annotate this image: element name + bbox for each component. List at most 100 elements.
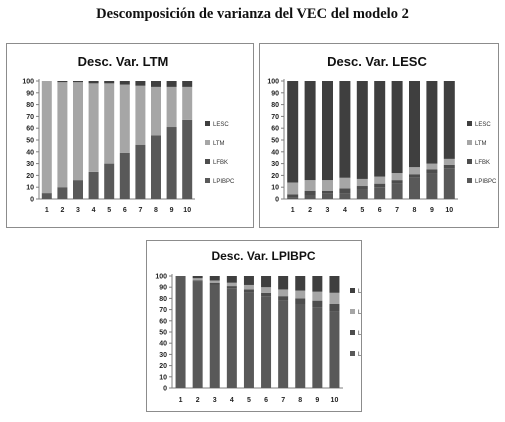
y-tick-label: 30 xyxy=(271,161,279,168)
bar-segment-ltm xyxy=(391,173,403,181)
bar-segment-lfbk xyxy=(391,180,403,184)
y-tick-label: 50 xyxy=(271,138,279,145)
legend-swatch-lfbk xyxy=(350,330,355,335)
chart-title: Desc. Var. LPIBPC xyxy=(211,249,315,263)
x-tick-label: 2 xyxy=(196,397,200,404)
x-tick-label: 4 xyxy=(343,207,347,214)
bar-segment-ltm xyxy=(339,177,351,189)
bar-segment-ltm xyxy=(426,163,438,170)
bar-segment-lfbk xyxy=(226,286,237,289)
y-tick-label: 70 xyxy=(26,114,34,121)
bar-segment-ltm xyxy=(356,178,368,187)
bar-segment-lesc xyxy=(151,81,161,87)
x-tick-label: 5 xyxy=(107,207,111,214)
bar-segment-lfbk xyxy=(356,186,368,190)
y-tick-label: 0 xyxy=(163,386,167,393)
bar-segment-lfbk xyxy=(304,190,316,196)
bar-segment-lpibpc xyxy=(356,189,368,199)
bar-segment-lpibpc xyxy=(166,127,177,199)
y-tick-label: 80 xyxy=(271,102,279,109)
bar-segment-lpibpc xyxy=(443,168,455,199)
bar-segment-lpibpc xyxy=(182,119,193,199)
legend-label-lesc: LESC xyxy=(358,289,361,295)
bar-segment-ltm xyxy=(226,282,237,287)
bar-segment-lesc xyxy=(409,81,420,168)
bar-segment-lpibpc xyxy=(295,304,306,388)
x-tick-label: 6 xyxy=(264,397,268,404)
y-tick-label: 30 xyxy=(26,161,34,168)
y-tick-label: 80 xyxy=(159,296,167,303)
x-tick-label: 1 xyxy=(45,207,49,214)
legend-label-lesc: LESC xyxy=(475,122,491,128)
chart-lesc: Desc. Var. LESC 0 10 20 30 40 50 60 70 80 90 100 1 2 3… xyxy=(267,54,497,214)
chart-lpibpc-frame: Desc. Var. LPIBPC 0 10 20 30 40 50 60 70 80 90 100 1… xyxy=(146,240,362,412)
legend-swatch-ltm xyxy=(467,140,472,145)
x-tick-label: 8 xyxy=(298,397,302,404)
bar-segment-lfbk xyxy=(192,280,203,282)
chart-ltm-frame: Desc. Var. LTM 0 10 20 30 40 50 60 70 80 90 100 1 2 3 4… xyxy=(6,43,254,228)
legend-swatch-lpibpc xyxy=(205,178,210,183)
bar-segment-ltm xyxy=(278,289,289,297)
bar-segment-lpibpc xyxy=(287,197,299,199)
x-tick-label: 7 xyxy=(138,207,142,214)
y-tick-label: 100 xyxy=(267,79,279,86)
bar-segment-ltm xyxy=(88,83,99,172)
y-tick-label: 0 xyxy=(30,197,34,204)
bar-segment-lesc xyxy=(339,81,351,178)
bar-segment-lfbk xyxy=(312,300,323,308)
x-tick-label: 4 xyxy=(230,397,234,404)
bar-segment-lesc xyxy=(295,276,306,291)
x-tick-label: 10 xyxy=(331,397,339,404)
y-tick-label: 10 xyxy=(271,185,279,192)
bar-segment-lpibpc xyxy=(151,135,161,199)
bar-segment-lpibpc xyxy=(278,300,289,388)
bar-segment-ltm xyxy=(135,85,146,145)
bar-segment-lpibpc xyxy=(104,163,115,199)
x-tick-label: 10 xyxy=(445,207,453,214)
bar-segment-lfbk xyxy=(339,188,351,194)
bar-segment-lpibpc xyxy=(73,180,83,199)
bar-segment-lpibpc xyxy=(226,288,237,388)
bar-segment-lpibpc xyxy=(175,276,186,388)
x-tick-label: 9 xyxy=(430,207,434,214)
legend-swatch-ltm xyxy=(205,140,210,145)
legend-label-lfbk: LFBK xyxy=(358,331,361,337)
bar-segment-ltm xyxy=(329,292,340,304)
legend-swatch-lfbk xyxy=(467,159,472,164)
bar-segment-lesc xyxy=(73,81,83,83)
y-tick-label: 70 xyxy=(271,114,279,121)
bar-segment-lesc xyxy=(287,81,299,183)
bar-segment-lesc xyxy=(104,81,115,84)
bar-segment-ltm xyxy=(41,81,52,194)
bar-segment-lesc xyxy=(226,276,237,283)
bar-segment-ltm xyxy=(119,84,130,153)
bar-segment-lesc xyxy=(182,81,193,87)
bar-segment-lpibpc xyxy=(322,193,333,199)
x-tick-label: 10 xyxy=(183,207,191,214)
legend-label-ltm: LTM xyxy=(213,141,225,147)
legend-swatch-lesc xyxy=(467,121,472,126)
legend-swatch-lpibpc xyxy=(467,178,472,183)
bar-segment-lfbk xyxy=(209,282,220,285)
legend-label-lfbk: LFBK xyxy=(475,160,490,166)
chart-title: Desc. Var. LTM xyxy=(78,54,169,69)
bar-segment-lfbk xyxy=(443,164,455,169)
y-tick-label: 90 xyxy=(159,285,167,292)
bar-segment-lesc xyxy=(443,81,455,159)
bar-segment-lesc xyxy=(312,276,323,292)
y-tick-label: 50 xyxy=(26,138,34,145)
x-tick-label: 3 xyxy=(76,207,80,214)
y-tick-label: 60 xyxy=(159,318,167,325)
bar-segment-lfbk xyxy=(409,174,420,178)
bar-segment-lfbk xyxy=(295,298,306,304)
bar-segment-lfbk xyxy=(374,183,386,188)
y-tick-label: 40 xyxy=(159,341,167,348)
bar-segment-ltm xyxy=(287,182,299,195)
bar-segment-lpibpc xyxy=(192,281,203,388)
y-tick-label: 70 xyxy=(159,307,167,314)
bar-segment-lesc xyxy=(261,276,272,288)
x-tick-label: 4 xyxy=(92,207,96,214)
bar-segment-ltm xyxy=(151,86,161,136)
legend-swatch-lesc xyxy=(205,121,210,126)
bar-segment-lfbk xyxy=(278,296,289,301)
